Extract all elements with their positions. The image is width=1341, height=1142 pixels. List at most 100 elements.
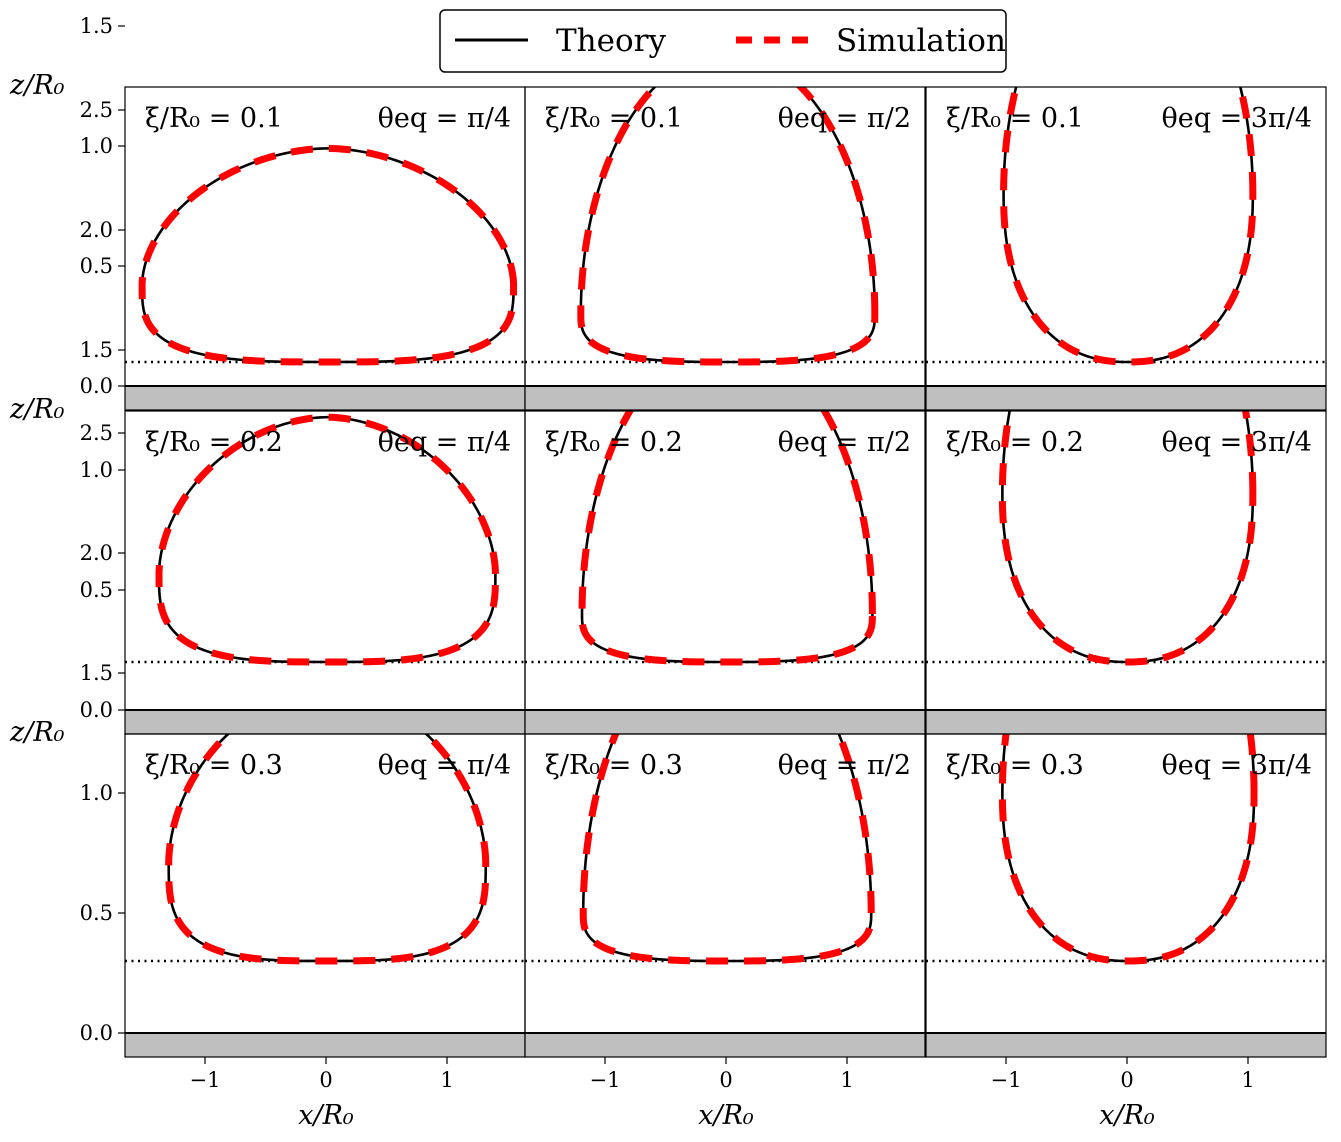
simulation-curve: [577, 87, 879, 366]
panel-9: ξ/R₀ = 0.3 θeq = 3π/4 −1 0 1 x/R₀: [925, 733, 1327, 1131]
xi-annotation: ξ/R₀ = 0.2: [545, 427, 683, 458]
y-tick-label: 1.5: [80, 661, 113, 685]
y-axis-label: z/R₀: [9, 717, 65, 748]
substrate-band: [926, 710, 1326, 734]
legend-frame: [439, 9, 1007, 73]
panel-8: ξ/R₀ = 0.3 θeq = π/2 −1 0 1 x/R₀: [524, 733, 926, 1131]
y-tick-label: 1.0: [80, 458, 113, 482]
panel-2: ξ/R₀ = 0.1 θeq = π/2: [524, 86, 926, 411]
droplet-curves: [998, 411, 1257, 666]
substrate-band: [525, 386, 925, 410]
panel-6: ξ/R₀ = 0.2 θeq = 3π/4: [925, 410, 1327, 735]
xi-annotation: ξ/R₀ = 0.3: [545, 750, 683, 781]
theory-curve: [579, 87, 877, 364]
y-tick-label: 0.5: [80, 901, 113, 925]
theta-annotation: θeq = π/2: [778, 750, 911, 781]
panel-3: ξ/R₀ = 0.1 θeq = 3π/4: [925, 86, 1327, 411]
substrate-band: [525, 1033, 925, 1057]
x-tick-label: −1: [590, 1068, 621, 1092]
simulation-curve: [1000, 87, 1257, 366]
xi-annotation: ξ/R₀ = 0.3: [946, 750, 1084, 781]
theta-annotation: θeq = 3π/4: [1161, 103, 1312, 134]
substrate-band: [125, 710, 525, 734]
panel-4: ξ/R₀ = 0.2 θeq = π/4 0.0 0.5 1.0 1.5 2.0 2.5 z/R…: [9, 98, 526, 735]
simulation-curve: [998, 734, 1258, 965]
panel-frame: [524, 733, 926, 1058]
panel-1: ξ/R₀ = 0.1 θeq = π/4 0.0 0.5 1.0 1.5 2.0 2.5 z/R…: [9, 14, 526, 411]
legend-theory-label: Theory: [556, 23, 666, 59]
substrate-band: [125, 1033, 525, 1057]
y-tick-label: 1.0: [80, 781, 113, 805]
theta-annotation: θeq = π/2: [778, 103, 911, 134]
y-axis-label: z/R₀: [9, 394, 65, 425]
x-tick-label: 0: [1120, 1068, 1133, 1092]
droplet-curves: [1000, 87, 1257, 366]
xi-annotation: ξ/R₀ = 0.1: [145, 103, 283, 134]
y-tick-label: 0.0: [80, 374, 113, 398]
x-tick-label: 1: [440, 1068, 453, 1092]
droplet-curves: [579, 734, 875, 965]
theta-annotation: θeq = 3π/4: [1161, 427, 1312, 458]
y-tick-label: 1.5: [80, 14, 113, 38]
droplet-curves: [155, 413, 499, 666]
y-tick-label: 2.5: [80, 421, 113, 445]
y-axis-label: z/R₀: [9, 70, 65, 101]
theta-annotation: θeq = π/2: [778, 427, 911, 458]
xi-annotation: ξ/R₀ = 0.1: [545, 103, 683, 134]
y-tick-label: 1.5: [80, 338, 113, 362]
droplet-curves: [577, 87, 879, 366]
x-axis-label: x/R₀: [698, 1100, 754, 1131]
legend: Theory Simulation: [439, 9, 1007, 73]
y-tick-label: 1.0: [80, 134, 113, 158]
simulation-curve: [165, 734, 490, 965]
xi-annotation: ξ/R₀ = 0.1: [946, 103, 1084, 134]
x-tick-label: −1: [190, 1068, 221, 1092]
theory-curve: [1001, 411, 1255, 664]
x-tick-label: 0: [319, 1068, 332, 1092]
x-tick-label: 1: [1241, 1068, 1254, 1092]
panel-frame: [925, 410, 1327, 735]
theory-curve: [140, 147, 515, 364]
legend-simulation-label: Simulation: [836, 23, 1006, 59]
panel-grid: ξ/R₀ = 0.1 θeq = π/4 0.0 0.5 1.0 1.5 2.0 2.5 z/R…: [9, 14, 1327, 1131]
panel-5: ξ/R₀ = 0.2 θeq = π/2: [524, 410, 926, 735]
panel-frame: [925, 733, 1327, 1058]
x-axis-label: x/R₀: [298, 1100, 354, 1131]
xi-annotation: ξ/R₀ = 0.2: [946, 427, 1084, 458]
simulation-curve: [155, 413, 499, 666]
droplet-curves: [578, 411, 876, 666]
xi-annotation: ξ/R₀ = 0.3: [145, 750, 283, 781]
theta-annotation: θeq = π/4: [378, 103, 511, 134]
x-tick-label: 1: [840, 1068, 853, 1092]
panel-frame: [925, 86, 1327, 411]
panel-frame: [524, 86, 926, 411]
y-tick-label: 0.5: [80, 254, 113, 278]
theory-curve: [580, 411, 874, 664]
droplet-curves: [138, 144, 518, 366]
y-tick-label: 2.0: [80, 218, 113, 242]
substrate-band: [525, 710, 925, 734]
simulation-curve: [579, 734, 875, 965]
theta-annotation: θeq = 3π/4: [1161, 750, 1312, 781]
substrate-band: [125, 386, 525, 410]
x-axis-label: x/R₀: [1099, 1100, 1155, 1131]
theory-curve: [581, 734, 873, 963]
theta-annotation: θeq = π/4: [378, 750, 511, 781]
y-tick-label: 0.0: [80, 1021, 113, 1045]
droplet-curves: [165, 734, 490, 965]
panel-7: ξ/R₀ = 0.3 θeq = π/4 0.0 0.5 1.0 1.5 2.0 2.5 z/R…: [9, 421, 526, 1131]
x-tick-label: −1: [991, 1068, 1022, 1092]
y-tick-label: 0.5: [80, 578, 113, 602]
y-tick-label: 0.0: [80, 698, 113, 722]
theory-curve: [1002, 87, 1255, 364]
droplet-curves: [998, 734, 1258, 965]
simulation-curve: [138, 144, 518, 366]
x-tick-label: 0: [719, 1068, 732, 1092]
y-tick-label: 2.5: [80, 98, 113, 122]
xi-annotation: ξ/R₀ = 0.2: [145, 427, 283, 458]
substrate-band: [926, 386, 1326, 410]
panel-frame: [124, 410, 526, 735]
y-tick-label: 2.0: [80, 541, 113, 565]
theta-annotation: θeq = π/4: [378, 427, 511, 458]
